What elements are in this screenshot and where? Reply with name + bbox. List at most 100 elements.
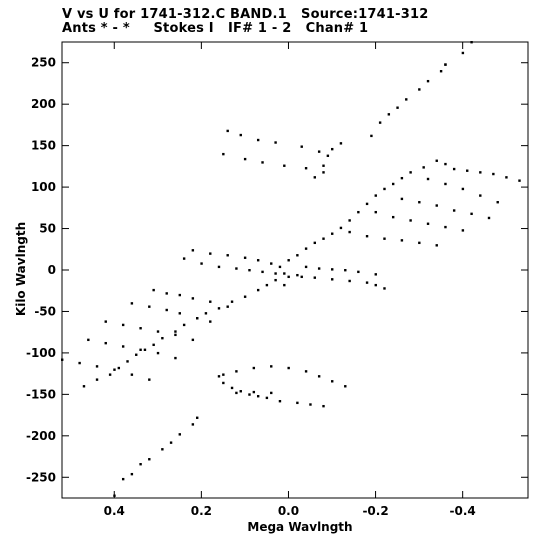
data-point — [518, 179, 521, 182]
data-point — [435, 204, 438, 207]
data-point — [226, 305, 229, 308]
data-point — [178, 433, 181, 436]
data-point — [235, 267, 238, 270]
data-point — [95, 365, 99, 368]
x-axis-label: Mega Wavlngth — [247, 520, 352, 534]
data-point — [270, 365, 273, 368]
data-point — [209, 300, 212, 303]
data-point — [374, 194, 377, 197]
data-point — [479, 171, 482, 174]
data-point — [235, 370, 238, 373]
data-point — [191, 423, 195, 426]
data-point — [452, 167, 456, 171]
data-point — [191, 249, 195, 252]
data-point — [209, 320, 212, 323]
data-point — [426, 79, 430, 83]
data-point — [165, 308, 168, 312]
data-point — [444, 63, 447, 66]
data-point — [391, 182, 395, 186]
plot-frame — [61, 41, 529, 499]
data-point — [270, 391, 273, 395]
data-point — [365, 202, 369, 206]
y-tick-label: -200 — [26, 429, 56, 443]
y-tick-label: 250 — [31, 56, 56, 70]
data-point — [121, 323, 125, 327]
data-point — [261, 161, 264, 164]
data-point — [496, 201, 499, 204]
data-point — [217, 375, 221, 378]
data-point — [235, 391, 238, 395]
x-tick-label: 0.4 — [104, 504, 125, 518]
data-point — [396, 106, 399, 109]
y-tick-label: 100 — [31, 180, 56, 194]
data-point — [274, 278, 277, 282]
data-point — [304, 370, 308, 373]
data-point — [78, 361, 81, 365]
data-point — [182, 323, 186, 327]
data-point — [152, 343, 155, 347]
data-point — [383, 237, 386, 240]
y-tick-label: 200 — [31, 97, 56, 111]
data-point — [148, 305, 151, 308]
x-tick-label: -0.2 — [362, 504, 388, 518]
data-point — [161, 336, 164, 340]
data-point — [117, 366, 121, 370]
data-point — [405, 98, 408, 101]
data-point — [400, 197, 404, 201]
data-point — [470, 41, 473, 44]
data-point — [374, 273, 377, 276]
data-point — [274, 272, 277, 275]
data-point — [135, 353, 138, 356]
data-point — [409, 171, 412, 174]
data-point — [191, 338, 195, 342]
x-tick-label: 0.2 — [191, 504, 212, 518]
data-point — [230, 386, 234, 390]
data-point — [174, 330, 177, 333]
data-point — [230, 300, 234, 303]
data-point — [139, 327, 142, 330]
data-point — [261, 270, 264, 274]
data-point — [344, 385, 347, 388]
y-tick-label: 150 — [31, 139, 56, 153]
data-point — [178, 312, 181, 315]
data-point — [452, 209, 456, 212]
data-point — [156, 330, 160, 333]
data-point — [243, 157, 247, 161]
data-point — [130, 373, 134, 376]
data-point — [265, 396, 269, 400]
data-point — [130, 472, 134, 476]
y-tick-label: -100 — [26, 346, 56, 360]
data-point — [161, 448, 164, 451]
data-point — [296, 273, 299, 277]
data-point — [378, 121, 382, 124]
data-point — [256, 288, 260, 292]
data-point — [309, 403, 312, 406]
data-point — [283, 164, 286, 167]
data-point — [435, 159, 438, 162]
data-point — [365, 281, 369, 284]
data-point — [435, 244, 438, 247]
data-point — [121, 345, 125, 348]
data-point — [383, 287, 386, 290]
data-point — [322, 237, 325, 240]
data-point — [113, 368, 116, 371]
data-points — [61, 41, 521, 497]
data-point — [270, 262, 273, 265]
data-point — [487, 216, 491, 220]
data-point — [139, 348, 142, 351]
y-tick-label: 50 — [39, 222, 56, 236]
data-point — [357, 270, 360, 274]
data-point — [387, 113, 391, 116]
data-point — [226, 254, 229, 257]
data-point — [300, 275, 303, 279]
data-point — [444, 225, 447, 229]
data-point — [191, 297, 195, 300]
data-point — [274, 141, 277, 144]
data-point — [370, 134, 373, 138]
data-point — [409, 219, 412, 222]
data-point — [204, 312, 208, 315]
data-point — [196, 317, 199, 320]
data-point — [217, 265, 221, 269]
data-point — [108, 373, 112, 376]
chart-title: V vs U for 1741-312.C BAND.1 Source:1741… — [62, 7, 429, 22]
